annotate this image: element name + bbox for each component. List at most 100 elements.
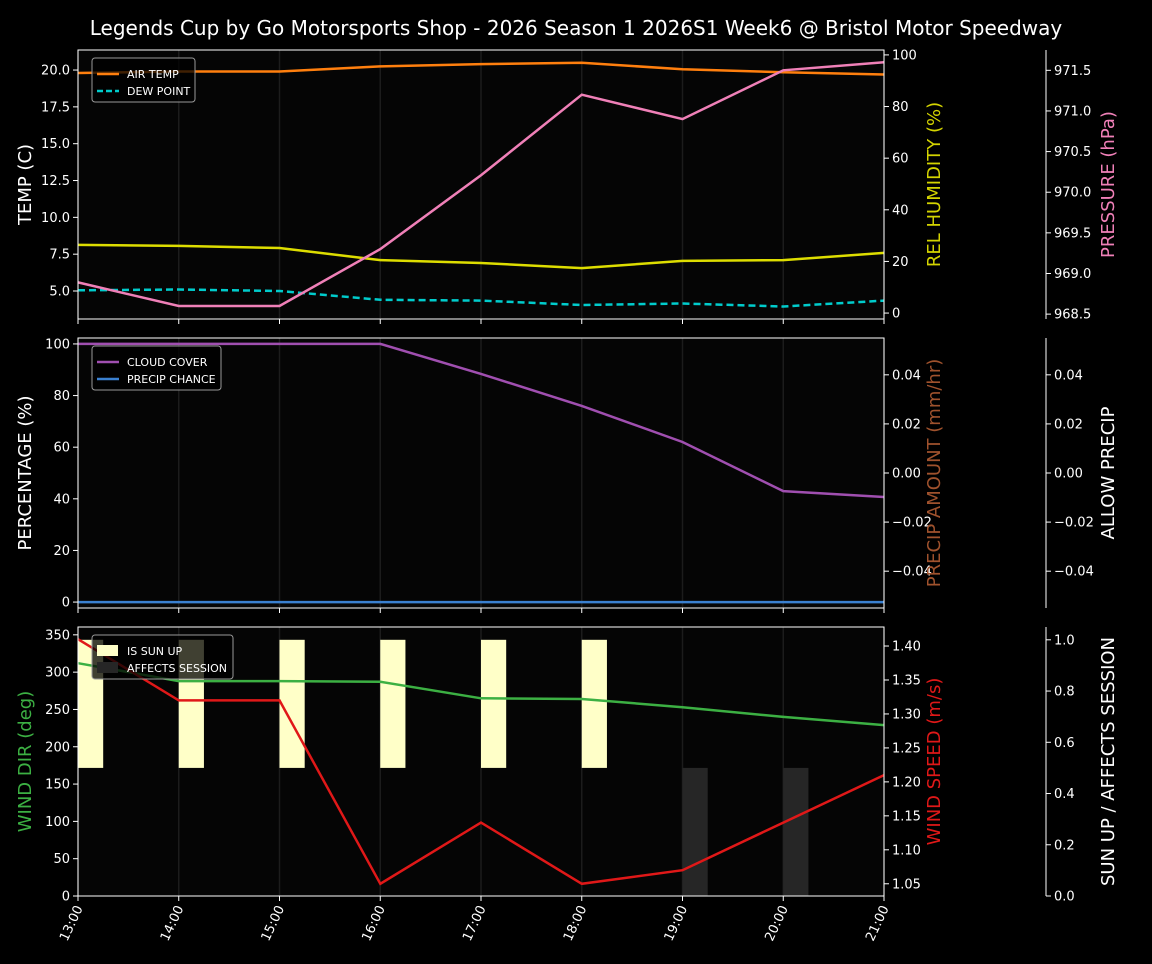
y-tick-label: 0 [62,890,70,905]
x-tick-label: 14:00 [158,903,187,943]
legend-label: PRECIP CHANCE [127,373,216,386]
series-line-air-temp [77,61,885,76]
axis-label-pct: PERCENTAGE (%) [15,395,36,550]
y-tick-label: 80 [892,100,909,115]
y-tick-label: 0.0 [1054,890,1075,905]
y-tick-label: 40 [53,492,70,507]
x-tick-label: 21:00 [863,903,892,943]
y-tick-label: 0.02 [1054,417,1083,432]
y-tick-label: −0.02 [1054,516,1094,531]
bar-affects-session [783,767,809,896]
axis-label-temp: TEMP (C) [15,144,36,226]
y-tick-label: 100 [45,815,70,830]
y-tick-label: 971.5 [1054,64,1091,79]
panel-1: 5.0 7.5 10.0 12.5 15.0 17.5 20.0 TEMP (C) 0 20 40 6… [15,48,1119,324]
x-tick-label: 20:00 [762,903,791,943]
series-line-cloud-cover [78,342,885,499]
y-tick-label: 1.20 [892,775,921,790]
legend-label: IS SUN UP [127,645,183,658]
y-tick-label: 0.2 [1054,838,1075,853]
legend: CLOUD COVER PRECIP CHANCE [91,345,222,391]
y-tick-label: 969.0 [1054,267,1091,282]
y-tick-label: 0.00 [892,467,921,482]
y-tick-label: 1.25 [892,741,921,756]
y-tick-label: 968.5 [1054,308,1091,323]
y-tick-label: 1.05 [892,877,921,892]
y-tick-label: 15.0 [41,137,70,152]
x-tick-label: 18:00 [561,903,590,943]
y-tick-label: 100 [45,337,70,352]
x-tick-label: 16:00 [359,903,388,943]
bar-is-sun-up [581,639,607,768]
y-tick-label: 20.0 [41,64,70,79]
y-tick-label: 0.04 [892,368,921,383]
y-tick-label: 60 [892,152,909,167]
y-tick-label: 40 [892,203,909,218]
x-tick-label: 17:00 [460,903,489,943]
legend-swatch [97,645,118,656]
y-tick-label: 200 [45,740,70,755]
axis-label-dir: WIND DIR (deg) [15,691,36,833]
legend-swatch [97,662,118,673]
y-tick-label: 970.5 [1054,145,1091,160]
y-tick-label: −0.04 [1054,565,1094,580]
y-tick-label: 1.30 [892,707,921,722]
legend: AIR TEMP DEW POINT [91,57,196,103]
y-tick-label: 7.5 [49,248,70,263]
y-tick-label: 971.0 [1054,104,1091,119]
y-tick-label: 350 [45,628,70,643]
legend: IS SUN UP AFFECTS SESSION [91,634,234,680]
y-tick-label: 300 [45,666,70,681]
axis-label-amt: PRECIP AMOUNT (mm/hr) [924,359,945,588]
y-tick-label: 20 [53,544,70,559]
y-tick-label: 0.6 [1054,736,1075,751]
y-tick-label: 20 [892,255,909,270]
y-tick-label: 0 [62,596,70,611]
legend-label: DEW POINT [127,85,191,98]
panel-3: 0 50 100 150 200 250 300 350 WIND DIR (deg) 1.05 1… [15,626,1119,944]
legend-label: CLOUD COVER [127,356,208,369]
y-tick-label: 17.5 [41,100,70,115]
bar-affects-session [682,767,708,896]
y-tick-label: 60 [53,441,70,456]
series-line-rel-humidity [77,243,885,270]
axis-label-hum: REL HUMIDITY (%) [924,102,945,267]
legend-label: AIR TEMP [127,68,179,81]
y-tick-label: 1.0 [1054,633,1075,648]
x-tick-label: 15:00 [259,903,288,943]
y-tick-label: 5.0 [49,285,70,300]
series-line-dew-point [77,288,885,308]
y-tick-label: 80 [53,389,70,404]
y-tick-label: 250 [45,703,70,718]
bar-is-sun-up [380,639,406,768]
y-tick-label: 10.0 [41,211,70,226]
y-tick-label: 0 [892,307,900,322]
y-tick-label: 0.4 [1054,787,1075,802]
y-tick-label: 0.00 [1054,467,1083,482]
chart-title: Legends Cup by Go Motorsports Shop - 202… [90,16,1063,40]
y-tick-label: 0.02 [892,417,921,432]
x-tick-label: 13:00 [57,903,86,943]
y-tick-label: 1.10 [892,843,921,858]
y-tick-label: 12.5 [41,174,70,189]
y-tick-label: −0.04 [892,565,932,580]
axis-label-pres: PRESSURE (hPa) [1098,111,1119,258]
axis-label-sun: SUN UP / AFFECTS SESSION [1098,637,1119,886]
bar-is-sun-up [279,639,305,768]
y-tick-label: 970.0 [1054,186,1091,201]
panel-2: 0 20 40 60 80 100 PERCENTAGE (%) −0.04 −0.02 0.00… [15,337,1119,613]
y-tick-label: 0.04 [1054,368,1083,383]
y-tick-label: 1.35 [892,673,921,688]
y-tick-label: 100 [892,48,917,63]
y-tick-label: 969.5 [1054,226,1091,241]
y-tick-label: 0.8 [1054,685,1075,700]
axis-label-spd: WIND SPEED (m/s) [924,678,945,846]
legend-box [91,345,222,391]
y-tick-label: −0.02 [892,516,932,531]
legend-box [91,634,234,680]
axis-label-allow: ALLOW PRECIP [1098,406,1119,539]
series-line-wind-speed [77,638,885,886]
series-line-pressure [77,60,885,308]
x-tick-label: 19:00 [662,903,691,943]
